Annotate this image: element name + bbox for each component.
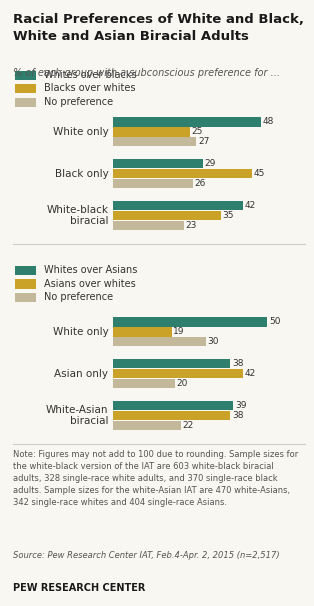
Bar — [113, 369, 243, 378]
Text: No preference: No preference — [44, 97, 113, 107]
Text: 20: 20 — [176, 379, 188, 388]
Text: 39: 39 — [235, 401, 246, 410]
Text: 27: 27 — [198, 138, 209, 146]
Text: 19: 19 — [173, 327, 185, 336]
Bar — [113, 137, 196, 147]
Bar — [113, 337, 206, 347]
Bar — [113, 359, 230, 368]
Bar — [113, 159, 203, 168]
Bar — [113, 401, 233, 410]
Text: Black only: Black only — [55, 168, 108, 179]
Bar — [15, 266, 36, 275]
Text: 29: 29 — [204, 159, 215, 168]
Text: 38: 38 — [232, 359, 243, 368]
Text: 25: 25 — [192, 127, 203, 136]
Bar — [113, 127, 190, 136]
Bar — [15, 71, 36, 79]
Text: Blacks over whites: Blacks over whites — [44, 84, 136, 93]
Text: White-Asian
biracial: White-Asian biracial — [46, 405, 108, 426]
Text: No preference: No preference — [44, 292, 113, 302]
Text: Asian only: Asian only — [54, 368, 108, 379]
Bar — [15, 98, 36, 107]
Bar — [113, 379, 175, 388]
Bar — [113, 211, 221, 220]
Text: 42: 42 — [244, 201, 256, 210]
Text: 45: 45 — [253, 169, 265, 178]
Text: 38: 38 — [232, 411, 243, 420]
Text: Whites over blacks: Whites over blacks — [44, 70, 137, 80]
Text: 26: 26 — [195, 179, 206, 188]
Text: 35: 35 — [223, 211, 234, 220]
Text: Whites over Asians: Whites over Asians — [44, 265, 138, 275]
Bar — [15, 293, 36, 302]
Bar — [113, 327, 172, 336]
Text: 50: 50 — [269, 318, 280, 327]
Bar — [113, 317, 267, 327]
Text: Source: Pew Research Center IAT, Feb.4-Apr. 2, 2015 (n=2,517): Source: Pew Research Center IAT, Feb.4-A… — [13, 551, 279, 561]
Bar — [113, 411, 230, 420]
Text: 48: 48 — [263, 118, 274, 127]
Text: White only: White only — [52, 127, 108, 137]
Text: % of each group with a subconscious preference for ...: % of each group with a subconscious pref… — [13, 68, 279, 78]
Text: PEW RESEARCH CENTER: PEW RESEARCH CENTER — [13, 583, 145, 593]
Text: 23: 23 — [186, 221, 197, 230]
Bar — [15, 84, 36, 93]
Text: Racial Preferences of White and Black,
White and Asian Biracial Adults: Racial Preferences of White and Black, W… — [13, 13, 304, 43]
Bar — [15, 279, 36, 288]
Bar — [113, 221, 184, 230]
Text: 42: 42 — [244, 369, 256, 378]
Bar — [113, 179, 193, 188]
Text: 30: 30 — [207, 338, 219, 346]
Text: Asians over whites: Asians over whites — [44, 279, 136, 288]
Bar — [113, 117, 261, 127]
Text: White only: White only — [52, 327, 108, 337]
Text: 22: 22 — [182, 421, 194, 430]
Text: White-black
biracial: White-black biracial — [46, 205, 108, 226]
Bar — [113, 169, 252, 178]
Text: Note: Figures may not add to 100 due to rounding. Sample sizes for
the white-bla: Note: Figures may not add to 100 due to … — [13, 450, 298, 507]
Bar — [113, 201, 243, 210]
Bar — [113, 421, 181, 430]
